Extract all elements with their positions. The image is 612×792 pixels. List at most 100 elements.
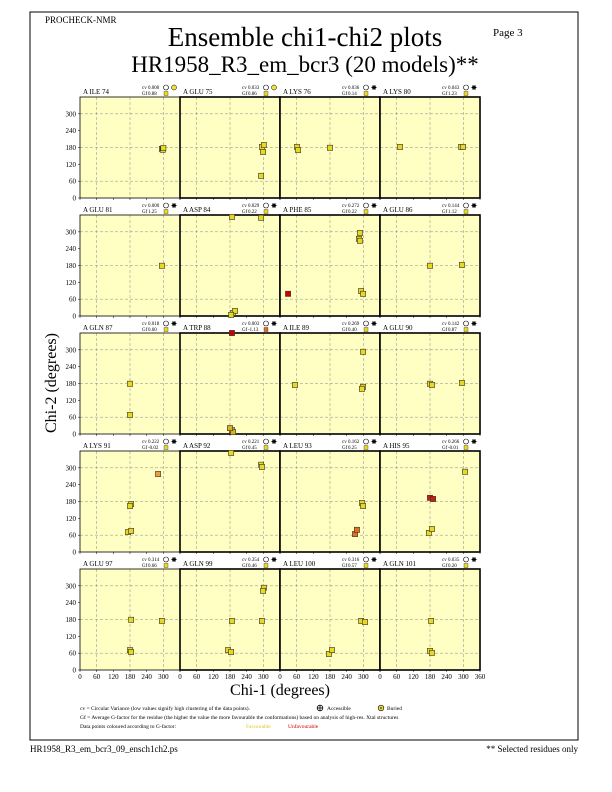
accessible-icon [271, 439, 277, 444]
panel-label: A GLU 86 [383, 206, 413, 214]
data-point [427, 262, 433, 269]
cv-value: 0.000 [148, 204, 160, 209]
gf-value: 0.45 [248, 446, 257, 451]
accessible-icon [371, 557, 377, 562]
x-tick-label: 300 [258, 673, 269, 681]
gf-prefix: Gf [442, 446, 448, 451]
cv-icon [363, 320, 369, 327]
data-point [229, 214, 235, 220]
cv-prefix: cv [142, 86, 147, 91]
gf-swatch [163, 91, 169, 96]
gf-prefix: Gf [242, 92, 248, 97]
x-tick-label: 0 [278, 673, 282, 681]
cv-icon [263, 202, 269, 209]
gf-value: 0.22 [348, 210, 357, 215]
panel-label: A GLU 75 [183, 88, 213, 96]
y-tick-label: 180 [66, 498, 77, 506]
y-tick-label: 0 [73, 313, 77, 321]
data-point [260, 149, 266, 155]
y-tick-label: 300 [66, 110, 77, 118]
footer-left: HR1958_R3_em_bcr3_09_ensch1ch2.ps [30, 744, 178, 754]
cv-value: 0.000 [148, 86, 160, 91]
y-tick-label: 0 [73, 195, 77, 203]
accessible-icon [371, 203, 377, 208]
accessible-icon [271, 321, 277, 326]
legend-buried: Buried [387, 706, 402, 712]
data-point [360, 348, 366, 355]
page-border [29, 11, 579, 741]
data-point [229, 330, 235, 336]
y-tick-label: 240 [66, 245, 77, 253]
panel-frame [379, 332, 481, 435]
gf-value: 0.86 [248, 92, 257, 97]
cv-value: 0.221 [248, 440, 260, 445]
accessible-icon [371, 321, 377, 326]
data-point [357, 237, 363, 244]
gf-swatch [363, 445, 369, 450]
legend-cv-note: cv = Circular Variance (low values signi… [80, 705, 251, 712]
cv-value: 0.003 [248, 322, 260, 327]
cv-value: 0.162 [348, 440, 360, 445]
accessible-icon [371, 85, 377, 90]
data-point [259, 464, 265, 470]
legend-favourable: Favourable [246, 724, 271, 730]
cv-prefix: cv [442, 440, 447, 445]
cv-icon [463, 320, 469, 327]
data-point [357, 230, 363, 236]
x-tick-label: 60 [393, 673, 401, 681]
data-point [228, 450, 235, 456]
data-point [155, 471, 161, 477]
x-axis-label: Chi-1 (degrees) [230, 682, 330, 699]
x-tick-label: 120 [108, 673, 119, 681]
cv-prefix: cv [242, 322, 247, 327]
data-point [295, 147, 301, 153]
panel-label: A ILE 89 [283, 324, 310, 332]
data-point [359, 385, 365, 392]
data-point [258, 214, 265, 221]
gf-prefix: Gf [142, 328, 148, 333]
legend-accessible: Accessible [327, 706, 351, 712]
gf-prefix: Gf [342, 446, 348, 451]
data-point [362, 619, 368, 625]
chart-subtitle: HR1958_R3_em_bcr3 (20 models)** [131, 52, 479, 77]
cv-value: 0.142 [448, 322, 460, 327]
gf-swatch [263, 209, 269, 214]
y-tick-label: 60 [69, 296, 77, 304]
y-tick-label: 300 [66, 228, 77, 236]
panel-label: A GLU 97 [83, 560, 113, 568]
y-tick-label: 180 [66, 144, 77, 152]
gf-value: 1.12 [448, 210, 457, 215]
cv-value: 0.222 [148, 440, 160, 445]
data-point [159, 262, 165, 269]
cv-icon [363, 202, 369, 209]
cv-icon [163, 556, 169, 563]
cv-icon [463, 438, 469, 445]
buried-icon [171, 84, 177, 91]
y-tick-label: 60 [69, 532, 77, 540]
accessible-icon [371, 439, 377, 444]
cv-value: 0.266 [448, 440, 460, 445]
data-point [354, 526, 360, 533]
x-tick-label: 120 [408, 673, 419, 681]
cv-icon [163, 84, 169, 91]
gf-prefix: Gf [442, 92, 448, 97]
data-point [360, 290, 366, 297]
data-point [285, 290, 291, 297]
buried-icon [377, 704, 385, 712]
cv-icon [263, 84, 269, 91]
gf-swatch [463, 327, 469, 332]
data-point [429, 526, 435, 532]
y-tick-label: 120 [66, 161, 77, 169]
data-point [460, 144, 466, 150]
panel-frame [379, 568, 481, 671]
data-point [159, 618, 165, 624]
data-point [229, 618, 235, 624]
panel-label: A ASP 84 [183, 206, 211, 214]
header: PROCHECK-NMR [45, 15, 117, 25]
y-tick-label: 240 [66, 481, 77, 489]
gf-prefix: Gf [442, 564, 448, 569]
x-tick-label: 120 [208, 673, 219, 681]
cv-icon [263, 320, 269, 327]
data-point [259, 618, 265, 624]
accessible-icon [471, 557, 477, 562]
